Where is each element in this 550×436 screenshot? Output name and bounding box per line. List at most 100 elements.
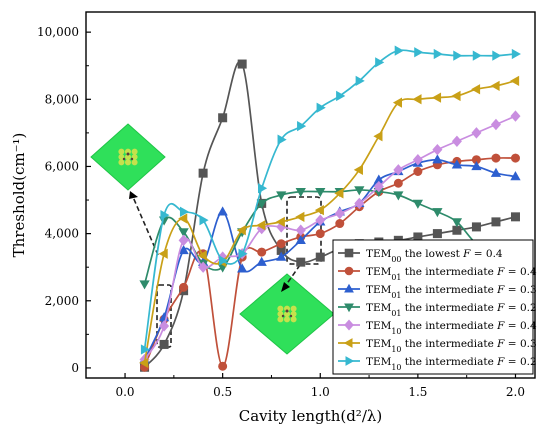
- inset-spot-dark: [281, 314, 285, 318]
- data-point: [353, 164, 363, 175]
- data-point: [334, 207, 345, 220]
- data-point: [139, 280, 150, 290]
- legend-marker: [345, 356, 355, 366]
- legend-entry-5: TEM10 the intermediate F = 0.4: [338, 319, 537, 336]
- data-point: [491, 217, 501, 227]
- data-point: [139, 357, 149, 369]
- y-tick-label: 8,000: [45, 92, 79, 106]
- inset-spot: [277, 316, 284, 323]
- data-point: [336, 90, 346, 102]
- data-point: [179, 206, 190, 217]
- series-6: [139, 75, 520, 369]
- data-point: [490, 167, 502, 177]
- data-point: [470, 84, 481, 95]
- data-point: [316, 102, 326, 113]
- data-point: [451, 135, 462, 147]
- data-point: [315, 229, 325, 239]
- insets-layer: [90, 123, 335, 355]
- data-point: [510, 75, 520, 86]
- data-point: [491, 153, 501, 163]
- data-point: [236, 225, 246, 236]
- x-tick-label: 0.5: [213, 385, 232, 399]
- data-point: [140, 344, 151, 355]
- inset-spot-dark: [289, 314, 293, 318]
- data-point: [394, 45, 404, 56]
- inset-spot: [131, 159, 138, 166]
- data-point: [354, 197, 365, 210]
- legend-box: [332, 239, 534, 375]
- data-point: [256, 256, 267, 266]
- data-point: [179, 282, 189, 292]
- data-point: [314, 204, 324, 216]
- data-point: [198, 168, 208, 178]
- inset-spot: [118, 148, 125, 155]
- data-point: [432, 229, 442, 239]
- arrow-line-right: [285, 264, 301, 286]
- data-point: [296, 257, 306, 267]
- data-point: [218, 255, 229, 266]
- data-point: [277, 134, 287, 145]
- data-point: [178, 213, 188, 224]
- x-tick-label: 2.0: [506, 385, 525, 399]
- data-point: [414, 47, 424, 58]
- data-point: [197, 250, 207, 261]
- data-point: [412, 199, 424, 209]
- legend-entry-3: TEM01 the intermediate F = 0.3: [338, 283, 537, 300]
- data-point: [217, 206, 228, 216]
- data-point: [199, 215, 209, 226]
- legend-marker: [344, 319, 354, 331]
- data-point: [315, 214, 326, 226]
- data-point: [295, 234, 306, 244]
- highlight-box-left: [156, 284, 172, 348]
- x-tick-label: 1.0: [311, 385, 330, 399]
- series-layer: [139, 45, 521, 372]
- inset-spot-dark: [130, 157, 134, 161]
- axes-layer: 0.0 0.5 1.0 1.5 2.0 0 2,000 4,000 6,000 8,000 10,0…: [10, 11, 536, 425]
- inset-spot-dark: [126, 152, 130, 156]
- data-point: [275, 216, 285, 227]
- legend-entry-4: TEM01 the intermediate F = 0.2: [338, 302, 537, 318]
- inset-spot: [118, 154, 125, 160]
- data-point: [335, 219, 345, 229]
- data-point: [392, 97, 403, 108]
- legend-marker: [344, 248, 354, 258]
- highlight-annotations: [132, 196, 322, 348]
- data-point: [178, 244, 189, 255]
- data-point: [354, 186, 365, 196]
- arrowhead-right: [281, 282, 290, 292]
- x-tick-label: 1.5: [408, 385, 427, 399]
- data-point: [510, 153, 520, 163]
- inset-spot-dark: [122, 157, 126, 161]
- data-point: [393, 164, 404, 176]
- data-point: [432, 208, 443, 218]
- inset-spot: [284, 305, 290, 312]
- data-point: [413, 166, 423, 176]
- data-point: [295, 187, 306, 198]
- data-point: [510, 212, 520, 222]
- y-axis-title: Threshold(cm⁻¹): [10, 133, 28, 258]
- inset-spot: [118, 159, 125, 166]
- data-point: [258, 183, 268, 194]
- data-point: [159, 339, 169, 349]
- legend-label: TEM01 the intermediate F = 0.4: [366, 266, 537, 282]
- legend-marker: [344, 283, 354, 293]
- inset-mode-pattern-right: [239, 273, 335, 355]
- data-point: [432, 143, 443, 156]
- data-point: [453, 50, 463, 61]
- data-point: [412, 94, 422, 105]
- legend-marker: [344, 266, 354, 276]
- data-point: [256, 199, 267, 209]
- y-tick-label: 2,000: [45, 294, 79, 308]
- legend-entry-2: TEM01 the intermediate F = 0.4: [338, 266, 537, 282]
- inset-spot: [125, 154, 131, 160]
- inset-spot: [277, 305, 284, 312]
- arrow-line-left: [132, 196, 159, 256]
- plot-frame: [85, 11, 536, 379]
- inset-mode-pattern-left: [90, 123, 166, 191]
- data-point: [160, 210, 170, 221]
- data-point: [452, 225, 462, 235]
- legend-label: TEM01 the intermediate F = 0.3: [366, 284, 537, 300]
- legend-label: TEM10 the intermediate F = 0.4: [366, 320, 537, 336]
- inset-spot: [125, 159, 131, 166]
